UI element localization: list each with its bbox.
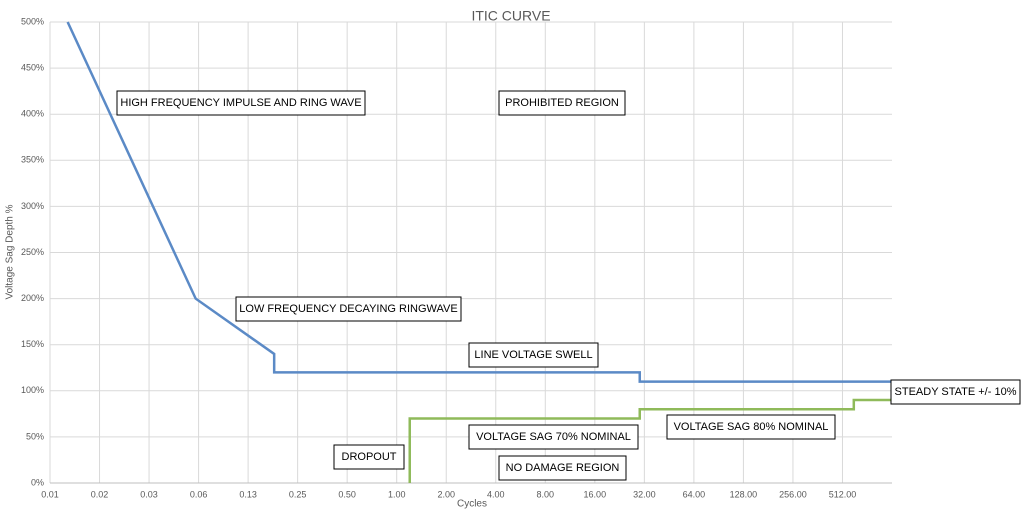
chart-title: ITIC CURVE — [471, 8, 550, 24]
annotation-box — [498, 455, 627, 481]
annotation: NO DAMAGE REGION — [506, 462, 620, 474]
y-tick-label: 450% — [21, 62, 44, 72]
annotation: LINE VOLTAGE SWELL — [474, 349, 592, 361]
y-tick-label: 100% — [21, 385, 44, 395]
x-tick-label: 1.00 — [388, 489, 406, 499]
x-tick-label: 2.00 — [437, 489, 455, 499]
x-tick-label: 8.00 — [537, 489, 555, 499]
x-tick-label: 0.06 — [190, 489, 208, 499]
annotation: VOLTAGE SAG 70% NOMINAL — [476, 431, 631, 443]
y-axis-label: Voltage Sag Depth % — [5, 204, 16, 299]
annotation: VOLTAGE SAG 80% NOMINAL — [674, 421, 829, 433]
x-tick-label: 512.00 — [829, 489, 857, 499]
y-tick-label: 0% — [31, 477, 44, 487]
x-tick-label: 0.03 — [140, 489, 158, 499]
x-tick-label: 128.00 — [730, 489, 758, 499]
y-tick-label: 150% — [21, 339, 44, 349]
series-line — [66, 21, 892, 383]
annotation: HIGH FREQUENCY IMPULSE AND RING WAVE — [120, 97, 361, 109]
annotation: PROHIBITED REGION — [505, 97, 619, 109]
x-tick-label: 256.00 — [779, 489, 807, 499]
y-tick-label: 200% — [21, 293, 44, 303]
y-tick-label: 350% — [21, 155, 44, 165]
series-line — [408, 398, 892, 483]
x-tick-label: 0.13 — [239, 489, 257, 499]
x-tick-label: 32.00 — [633, 489, 656, 499]
annotation: LOW FREQUENCY DECAYING RINGWAVE — [239, 303, 457, 315]
x-tick-label: 64.00 — [683, 489, 706, 499]
x-tick-label: 4.00 — [487, 489, 505, 499]
annotation: DROPOUT — [342, 451, 397, 463]
x-tick-label: 0.50 — [338, 489, 356, 499]
annotation-box — [666, 414, 836, 440]
annotation-box — [498, 90, 626, 116]
x-tick-label: 16.00 — [584, 489, 607, 499]
annotation-box — [333, 444, 405, 470]
y-tick-label: 400% — [21, 109, 44, 119]
x-axis-label: Cycles — [457, 499, 487, 510]
y-tick-label: 250% — [21, 247, 44, 257]
annotation-box — [468, 342, 599, 368]
annotation-box — [890, 379, 1021, 405]
annotation-box — [468, 424, 639, 450]
x-tick-label: 0.25 — [289, 489, 307, 499]
x-tick-label: 0.01 — [41, 489, 59, 499]
annotation: STEADY STATE +/- 10% — [895, 386, 1017, 398]
y-tick-label: 500% — [21, 16, 44, 26]
y-tick-label: 300% — [21, 201, 44, 211]
y-tick-label: 50% — [26, 431, 44, 441]
annotation-box — [235, 296, 462, 322]
annotation-box — [116, 90, 366, 116]
x-tick-label: 0.02 — [91, 489, 109, 499]
